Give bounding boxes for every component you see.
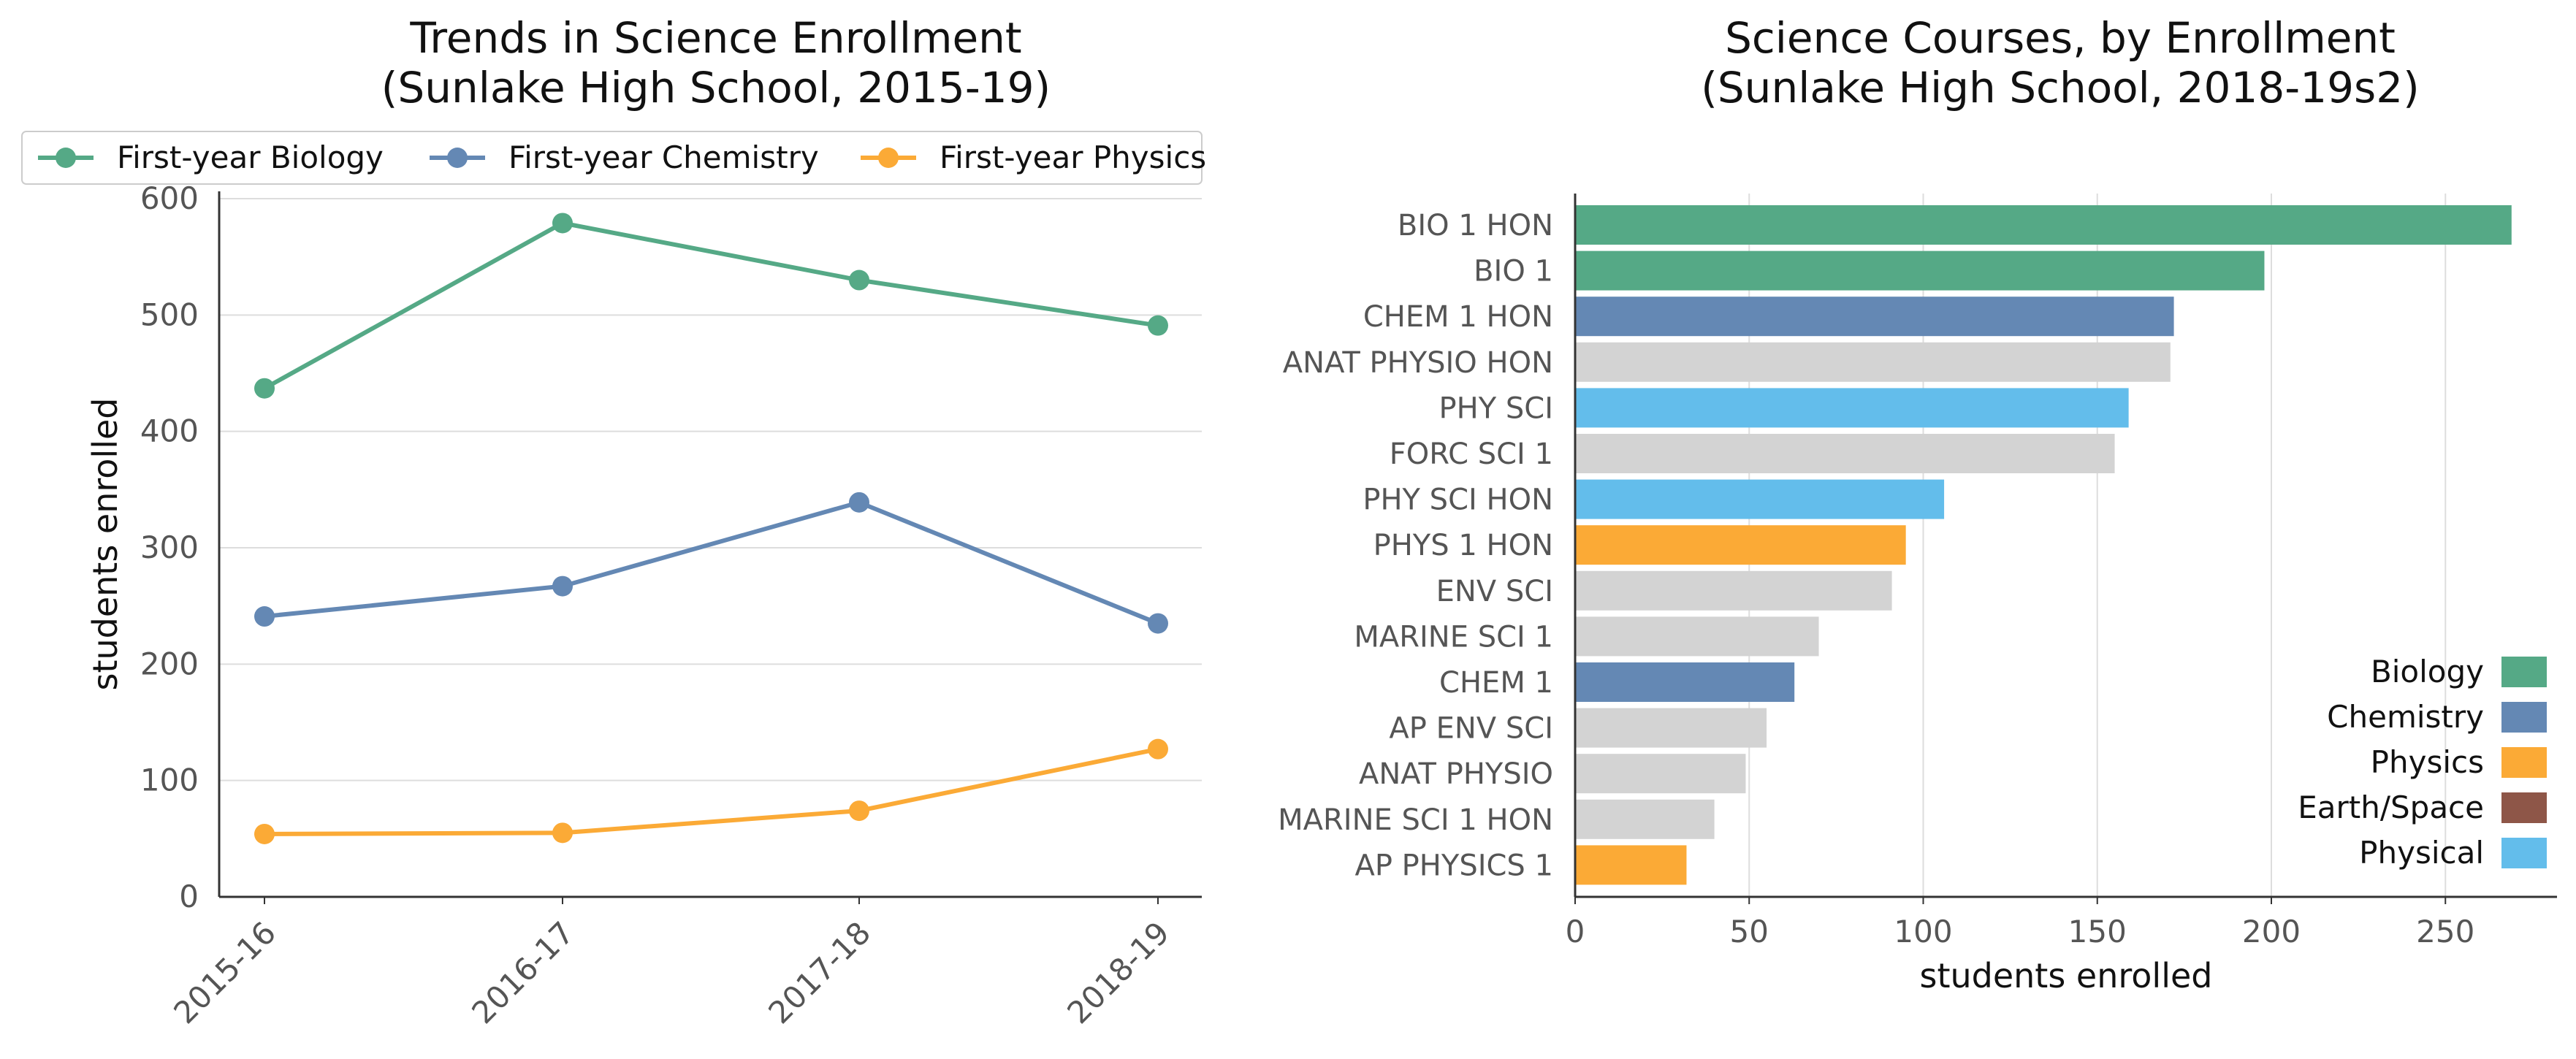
line-point-physics <box>254 823 275 844</box>
bar-chart-x-tick-label: 50 <box>1730 914 1769 949</box>
line-chart-y-tick-label: 500 <box>140 297 199 332</box>
bar-category-label: ANAT PHYSIO HON <box>1283 346 1553 380</box>
line-series-biology <box>263 221 1159 391</box>
line-chart-gridlines <box>219 198 1202 898</box>
bar-forc-sci-1 <box>1575 434 2115 473</box>
line-chart-series <box>254 213 1168 844</box>
legend-label-physics: Physics <box>2371 744 2484 780</box>
bar-chart-x-axis-label: students enrolled <box>1920 956 2213 995</box>
bar-phys-1-hon <box>1575 525 1906 565</box>
line-chart-y-tick-label: 600 <box>140 180 199 216</box>
legend-label-biology: Biology <box>2371 654 2484 689</box>
bar-chart-x-tick-label: 100 <box>1894 914 1952 949</box>
line-chart-y-tick-label: 0 <box>179 879 199 914</box>
bar-category-label: PHYS 1 HON <box>1373 529 1553 562</box>
bar-bio-1-hon <box>1575 205 2512 245</box>
bar-category-label: CHEM 1 HON <box>1363 300 1553 334</box>
bar-chart-bars <box>1575 205 2512 885</box>
line-chart-y-tick-label: 400 <box>140 413 199 449</box>
line-point-biology <box>254 378 275 399</box>
line-series-chemistry <box>264 500 1159 626</box>
legend-marker-chemistry <box>447 148 468 168</box>
bar-marine-sci-1-hon <box>1575 799 1715 839</box>
line-chart-y-tick-label: 300 <box>140 530 199 565</box>
bar-category-label: ENV SCI <box>1436 575 1553 608</box>
legend-marker-physics <box>878 148 899 168</box>
bar-category-label: ANAT PHYSIO <box>1359 757 1553 791</box>
line-chart-x-tick-label: 2015-16 <box>167 914 283 1031</box>
bar-category-label: BIO 1 <box>1474 255 1553 288</box>
bar-chart-title-line1: Science Courses, by Enrollment <box>1725 13 2396 63</box>
line-chart-title-line1: Trends in Science Enrollment <box>409 13 1021 63</box>
bar-ap-env-sci <box>1575 708 1767 748</box>
bar-marine-sci-1 <box>1575 616 1819 657</box>
line-chart-x-ticks: 2015-16 2016-17 2017-18 2018-19 <box>167 897 1176 1031</box>
bar-chem-1 <box>1575 662 1795 702</box>
line-chart-y-tick-label: 200 <box>140 646 199 681</box>
bar-category-label: MARINE SCI 1 <box>1354 620 1553 654</box>
legend-swatch-physics <box>2501 747 2547 778</box>
bar-chart-x-tick-label: 150 <box>2068 914 2127 949</box>
line-chart-y-ticks: 0 100 200 300 400 500 600 <box>140 180 199 914</box>
line-point-chemistry <box>849 492 869 513</box>
line-chart-x-tick-label: 2017-18 <box>761 914 877 1031</box>
line-chart-x-tick-label: 2016-17 <box>465 914 581 1031</box>
line-chart-x-tick-label: 2018-19 <box>1060 914 1176 1031</box>
line-chart-legend: First-year Biology First-year Chemistry Fi… <box>21 131 1206 185</box>
line-chart-y-tick-label: 100 <box>140 762 199 798</box>
line-point-biology <box>552 213 573 234</box>
line-point-chemistry <box>254 606 275 627</box>
line-point-physics <box>849 800 869 822</box>
bar-anat-physio-hon <box>1575 342 2171 382</box>
legend-swatch-chemistry <box>2501 702 2547 733</box>
legend-marker-biology <box>56 148 76 168</box>
line-chart: Trends in Science Enrollment (Sunlake Hi… <box>21 13 1206 1031</box>
bar-category-label: AP ENV SCI <box>1389 712 1553 746</box>
bar-category-label: BIO 1 HON <box>1398 209 1553 242</box>
bar-env-sci <box>1575 570 1892 611</box>
legend-label-chemistry: Chemistry <box>2327 699 2484 735</box>
bar-category-label: FORC SCI 1 <box>1390 437 1553 471</box>
bar-chart: Science Courses, by Enrollment (Sunlake … <box>1278 13 2557 995</box>
line-point-biology <box>1148 315 1168 336</box>
line-chart-y-axis-label: students enrolled <box>85 398 125 691</box>
bar-chart-legend: Biology Chemistry Physics Earth/Space Physic… <box>2298 654 2547 871</box>
line-series-physics <box>264 746 1159 836</box>
line-point-physics <box>552 822 573 844</box>
legend-frame <box>21 131 1203 185</box>
bar-category-label: AP PHYSICS 1 <box>1354 849 1553 882</box>
bar-anat-physio <box>1575 754 1746 794</box>
bar-phy-sci <box>1575 388 2129 428</box>
bar-bio-1 <box>1575 251 2265 291</box>
line-chart-title-line2: (Sunlake High School, 2015-19) <box>381 63 1051 112</box>
legend-label-chemistry: First-year Chemistry <box>508 139 819 175</box>
legend-swatch-biology <box>2501 657 2547 687</box>
legend-swatch-earth_space <box>2501 792 2547 823</box>
legend-swatch-physical <box>2501 838 2547 868</box>
line-point-chemistry <box>552 576 573 597</box>
bar-category-label: PHY SCI HON <box>1363 483 1553 517</box>
legend-label-biology: First-year Biology <box>117 139 384 175</box>
bar-chem-1-hon <box>1575 297 2174 337</box>
line-point-physics <box>1148 738 1168 760</box>
bar-category-label: MARINE SCI 1 HON <box>1278 803 1553 837</box>
bar-chart-title-line2: (Sunlake High School, 2018-19s2) <box>1701 63 2420 112</box>
bar-chart-category-labels: BIO 1 HON BIO 1 CHEM 1 HON ANAT PHYSIO HON P… <box>1278 209 1553 882</box>
bar-ap-physics-1 <box>1575 845 1687 885</box>
line-point-biology <box>849 269 869 291</box>
bar-chart-x-tick-label: 200 <box>2242 914 2301 949</box>
bar-chart-x-tick-label: 0 <box>1566 914 1585 949</box>
bar-chart-x-ticks: 0 50 100 150 200 250 <box>1566 897 2474 949</box>
bar-phy-sci-hon <box>1575 479 1945 519</box>
legend-label-earth_space: Earth/Space <box>2298 790 2484 825</box>
line-point-chemistry <box>1148 613 1168 634</box>
legend-label-physical: Physical <box>2359 835 2484 871</box>
bar-category-label: CHEM 1 <box>1439 666 1553 700</box>
bar-chart-x-tick-label: 250 <box>2416 914 2474 949</box>
bar-category-label: PHY SCI <box>1439 391 1553 425</box>
legend-label-physics: First-year Physics <box>940 139 1206 175</box>
